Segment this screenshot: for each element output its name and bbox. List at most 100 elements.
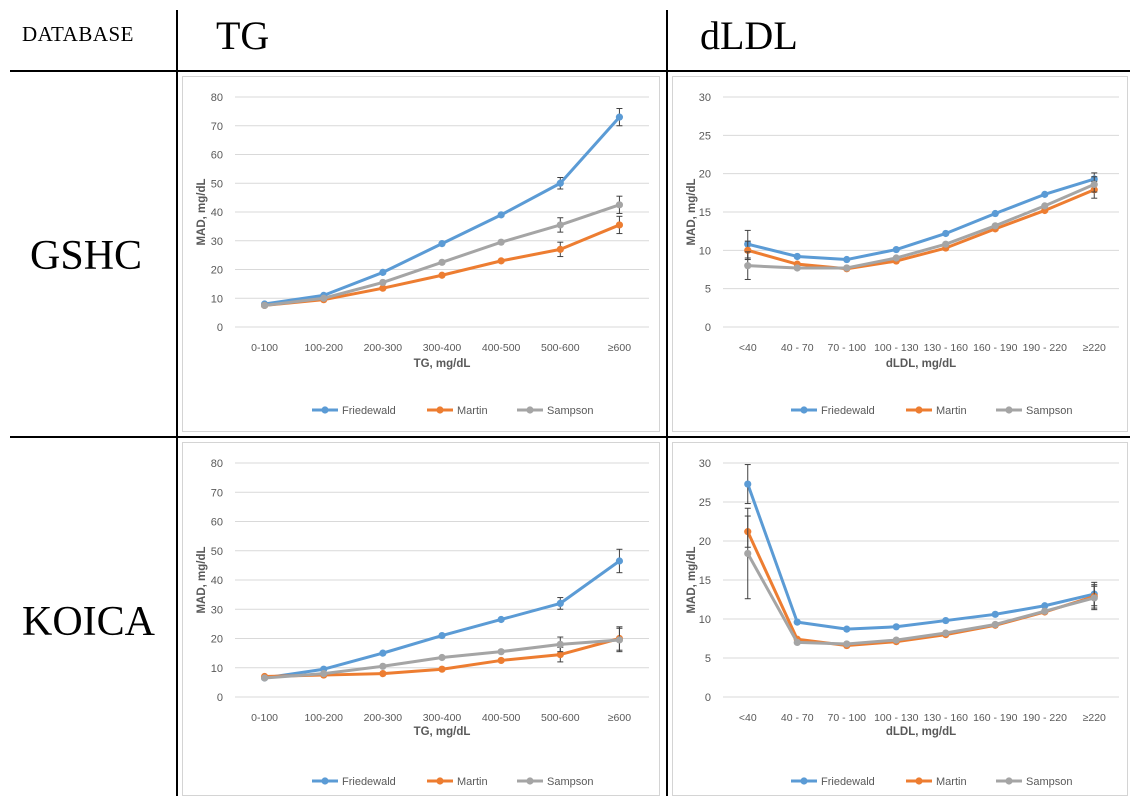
legend-marker-martin	[436, 777, 444, 785]
data-point-sampson	[744, 549, 752, 558]
y-tick-label: 15	[699, 575, 711, 587]
data-point-sampson	[1090, 594, 1098, 602]
y-tick-label: 50	[211, 178, 223, 190]
chart-panel-gshc-dldl: 0 5 10 15 20 25 30 <40 40 - 70 70 - 100 100 - 130 1…	[672, 76, 1128, 432]
legend-marker-sampson	[1005, 777, 1013, 785]
data-point-sampson	[260, 674, 269, 682]
x-tick-label: 400-500	[482, 342, 521, 354]
data-point-sampson	[1090, 180, 1098, 188]
series-line-friedewald	[746, 483, 1095, 631]
legend-marker-sampson	[526, 406, 534, 414]
tg-column-header: TG	[216, 13, 270, 58]
x-tick-label: 70 - 100	[827, 712, 866, 724]
table-divider-vertical-middle	[666, 10, 668, 796]
data-point-friedewald	[615, 557, 624, 565]
y-axis-title: MAD, mg/dL	[196, 178, 208, 245]
chart-gshc-tg: 0 10 20 30 40 50 60 70 80 0-100 100-200 200-300 300-…	[196, 92, 649, 417]
legend-label-sampson: Sampson	[547, 405, 593, 417]
y-tick-label: 80	[211, 92, 223, 104]
y-tick-label: 10	[211, 663, 223, 675]
chart-panel-koica-tg: 0 10 20 30 40 50 60 70 80 0-100 100-200 200-300 300-…	[182, 442, 660, 796]
x-axis-title: dLDL, mg/dL	[886, 358, 956, 370]
gshc-row-label: GSHC	[30, 233, 143, 279]
y-tick-label: 70	[211, 121, 223, 133]
x-tick-label: 70 - 100	[827, 342, 866, 354]
data-point-sampson	[843, 640, 851, 648]
data-point-sampson	[991, 222, 999, 230]
data-point-martin	[438, 271, 446, 279]
x-tick-label: 100 - 130	[874, 712, 919, 724]
x-axis-title: TG, mg/dL	[414, 358, 471, 370]
y-tick-label: 0	[217, 322, 223, 334]
y-tick-label: 20	[211, 634, 223, 646]
legend-label-friedewald: Friedewald	[821, 405, 875, 417]
legend-label-friedewald: Friedewald	[821, 776, 875, 788]
y-tick-label: 10	[699, 245, 711, 257]
legend-label-martin: Martin	[936, 776, 967, 788]
x-tick-label: 100 - 130	[874, 342, 919, 354]
y-tick-label: 40	[211, 575, 223, 587]
chart-koica-tg: 0 10 20 30 40 50 60 70 80 0-100 100-200 200-300 300-…	[196, 458, 649, 788]
chart-panel-gshc-tg: 0 10 20 30 40 50 60 70 80 0-100 100-200 200-300 300-…	[182, 76, 660, 432]
data-point-sampson	[793, 638, 801, 646]
data-point-sampson	[793, 264, 801, 272]
x-tick-label: 400-500	[482, 712, 521, 724]
data-point-sampson	[615, 636, 624, 644]
data-point-sampson	[379, 278, 387, 287]
data-point-friedewald	[379, 268, 387, 276]
legend-label-sampson: Sampson	[547, 776, 593, 788]
koica-row-label: KOICA	[22, 599, 155, 645]
data-point-sampson	[1041, 607, 1049, 615]
x-tick-label: ≥600	[608, 342, 631, 354]
y-axis-title: MAD, mg/dL	[686, 546, 698, 613]
data-point-sampson	[497, 648, 505, 656]
chart-koica-dldl: 0 5 10 15 20 25 30 <40 40 - 70 70 - 100 100 - 130 1…	[686, 458, 1119, 788]
x-tick-label: 40 - 70	[781, 342, 814, 354]
y-tick-label: 40	[211, 207, 223, 219]
data-point-sampson	[615, 201, 624, 209]
data-point-friedewald	[843, 255, 851, 264]
data-point-friedewald	[843, 625, 851, 633]
data-point-sampson	[497, 238, 505, 246]
y-tick-label: 25	[699, 497, 711, 509]
data-point-martin	[497, 257, 505, 265]
legend-marker-friedewald	[321, 406, 329, 414]
legend-label-sampson: Sampson	[1026, 405, 1072, 417]
y-tick-label: 10	[699, 614, 711, 626]
data-point-friedewald	[556, 599, 564, 607]
y-tick-label: 30	[699, 92, 711, 104]
data-point-sampson	[320, 294, 328, 302]
y-tick-label: 60	[211, 150, 223, 162]
data-point-friedewald	[556, 179, 564, 187]
x-tick-label: 130 - 160	[924, 342, 969, 354]
data-point-friedewald	[991, 209, 999, 218]
y-tick-label: 10	[211, 293, 223, 305]
data-point-friedewald	[942, 616, 950, 625]
series-line-martin	[746, 531, 1095, 648]
y-tick-label: 0	[705, 322, 711, 334]
legend-label-martin: Martin	[457, 776, 488, 788]
y-axis-title: MAD, mg/dL	[686, 178, 698, 245]
x-tick-label: 300-400	[423, 712, 462, 724]
y-tick-label: 30	[211, 604, 223, 616]
data-point-sampson	[942, 629, 950, 637]
data-point-martin	[556, 245, 564, 253]
legend-marker-sampson	[1005, 406, 1013, 414]
data-point-sampson	[942, 240, 950, 248]
legend-marker-martin	[915, 406, 923, 414]
x-tick-label: ≥220	[1083, 712, 1106, 724]
x-tick-label: 160 - 190	[973, 712, 1018, 724]
data-point-friedewald	[615, 113, 624, 121]
data-point-martin	[438, 665, 446, 673]
legend-label-sampson: Sampson	[1026, 776, 1072, 788]
legend-marker-friedewald	[800, 777, 808, 785]
x-tick-label: 200-300	[364, 342, 403, 354]
data-point-sampson	[744, 262, 752, 270]
data-point-friedewald	[1041, 602, 1049, 610]
x-tick-label: 500-600	[541, 712, 580, 724]
x-tick-label: 160 - 190	[973, 342, 1018, 354]
x-tick-label: <40	[739, 712, 757, 724]
legend-marker-friedewald	[321, 777, 329, 785]
y-tick-label: 5	[705, 284, 711, 296]
database-header: DATABASE	[22, 22, 134, 46]
